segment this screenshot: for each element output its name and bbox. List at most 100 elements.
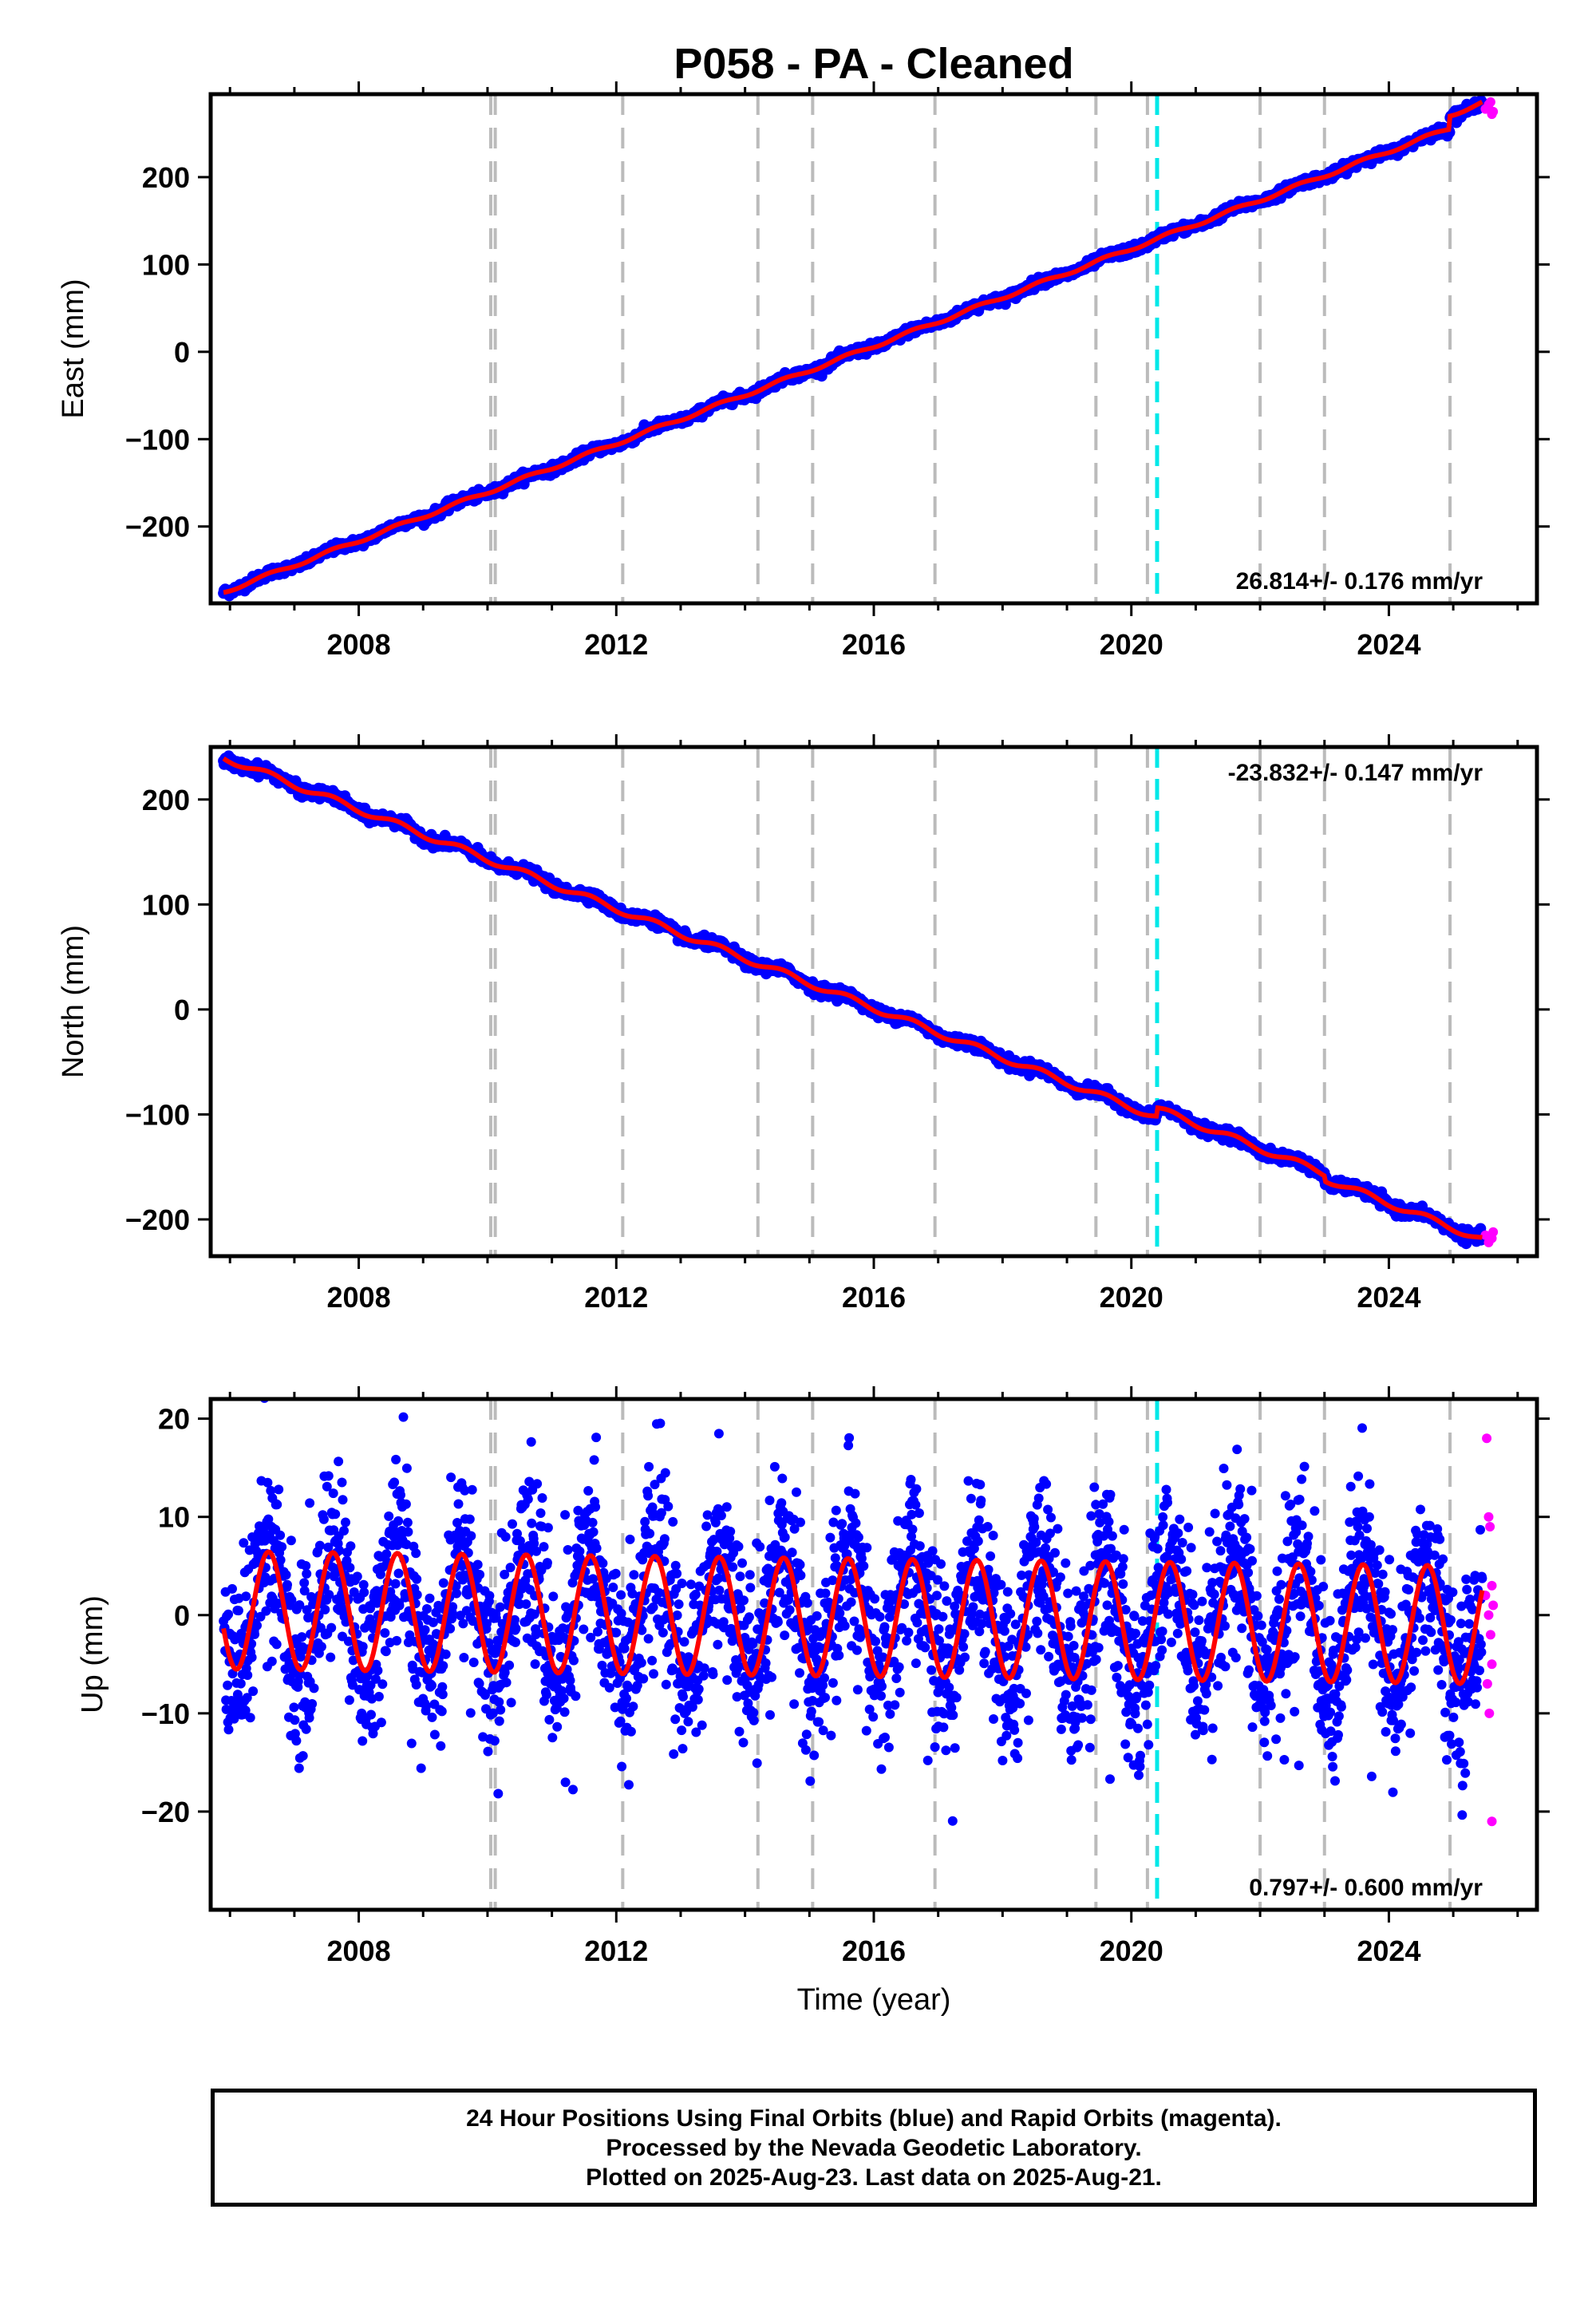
data-point <box>281 1570 291 1580</box>
data-point <box>291 1736 302 1746</box>
data-point <box>344 1695 354 1705</box>
data-point <box>294 1600 305 1611</box>
data-point <box>307 1699 318 1709</box>
data-point <box>282 1579 292 1590</box>
data-point <box>297 1632 307 1642</box>
data-point <box>366 1709 376 1720</box>
data-point <box>376 1717 386 1728</box>
panel-east: 2008 2012 2016 2020 2024−200−1000100200East … <box>57 81 1550 661</box>
data-point <box>294 1763 304 1773</box>
data-point <box>271 1639 282 1650</box>
y-tick-label: 200 <box>142 784 190 816</box>
data-point <box>233 1606 243 1616</box>
data-point <box>263 1514 274 1524</box>
x-tick-label: 2016 <box>842 628 906 661</box>
rapid-point <box>1488 106 1499 117</box>
data-point <box>316 1642 326 1652</box>
data-point <box>301 1724 311 1734</box>
data-point <box>299 1586 310 1596</box>
panels: 2008 2012 2016 2020 2024−200−1000100200East … <box>57 81 1550 1967</box>
data-point <box>328 1488 338 1499</box>
data-point <box>345 1563 355 1573</box>
data-point <box>227 1583 237 1594</box>
data-point <box>298 1751 308 1761</box>
data-point <box>290 1715 300 1725</box>
data-point <box>380 1628 390 1638</box>
data-point <box>381 1646 391 1657</box>
data-point <box>235 1678 246 1689</box>
data-point <box>346 1541 356 1551</box>
data-point <box>322 1481 332 1492</box>
data-point <box>286 1595 297 1605</box>
data-point <box>373 1691 384 1701</box>
data-point <box>359 1587 369 1598</box>
data-point <box>314 1540 325 1551</box>
y-tick-label: −100 <box>125 423 190 456</box>
data-point <box>377 1679 388 1690</box>
data-point <box>261 1606 271 1616</box>
data-point <box>239 1538 249 1548</box>
data-point <box>352 1571 362 1582</box>
data-point <box>302 1569 312 1579</box>
y-tick-label: 200 <box>142 161 190 194</box>
data-point <box>358 1642 368 1652</box>
data-point <box>341 1517 350 1528</box>
data-point <box>274 1484 284 1495</box>
data-point <box>289 1702 299 1713</box>
x-tick-label: 2024 <box>1357 628 1420 661</box>
x-tick-label: 2012 <box>584 628 648 661</box>
y-axis-label: North (mm) <box>57 925 90 1078</box>
data-point <box>248 1686 259 1697</box>
x-tick-label: 2020 <box>1100 628 1163 661</box>
y-tick-label: −200 <box>125 511 190 543</box>
model-fit-line <box>222 756 1483 1240</box>
data-point <box>252 1620 262 1630</box>
data-point <box>242 1693 252 1703</box>
data-point <box>301 1561 311 1571</box>
data-point <box>373 1666 383 1676</box>
data-point <box>337 1477 347 1488</box>
x-tick-label: 2012 <box>584 1281 648 1314</box>
velocity-label: -23.832+/- 0.147 mm/yr <box>1228 760 1483 786</box>
data-point <box>250 1629 260 1639</box>
data-point <box>358 1736 368 1746</box>
data-point <box>343 1636 354 1646</box>
velocity-label: 26.814+/- 0.176 mm/yr <box>1236 568 1483 595</box>
data-point <box>275 1555 286 1565</box>
data-point <box>326 1652 336 1662</box>
data-point <box>370 1674 381 1684</box>
data-point <box>243 1670 253 1680</box>
data-point <box>223 1609 234 1619</box>
data-point <box>277 1542 287 1552</box>
data-point <box>305 1498 315 1508</box>
data-point <box>320 1604 330 1614</box>
x-tick-label: 2024 <box>1357 1281 1420 1314</box>
data-point <box>326 1622 337 1633</box>
final-orbit-points <box>218 95 1499 602</box>
panel-north: 2008 2012 2016 2020 2024−200−1000100200North… <box>57 734 1550 1314</box>
y-tick-label: 100 <box>142 248 190 281</box>
y-tick-label: −100 <box>125 1098 190 1131</box>
y-axis-label: East (mm) <box>57 279 90 418</box>
data-point <box>338 1495 348 1505</box>
data-point <box>299 1578 310 1588</box>
data-point <box>267 1656 277 1666</box>
data-point <box>245 1713 255 1723</box>
y-tick-label: 100 <box>142 888 190 921</box>
data-point <box>348 1655 358 1666</box>
rapid-point <box>1485 97 1495 107</box>
data-point <box>286 1535 296 1546</box>
data-point <box>241 1591 251 1602</box>
rapid-point <box>1488 1227 1499 1237</box>
x-tick-label: 2020 <box>1100 1281 1163 1314</box>
data-point <box>275 1530 286 1540</box>
data-point <box>240 1705 251 1716</box>
data-point <box>263 1477 273 1488</box>
x-tick-label: 2016 <box>842 1281 906 1314</box>
data-point <box>330 1509 341 1520</box>
model-fit-line <box>223 100 1483 595</box>
data-point <box>304 1713 314 1723</box>
data-point <box>266 1485 276 1496</box>
y-tick-label: 0 <box>174 336 190 369</box>
